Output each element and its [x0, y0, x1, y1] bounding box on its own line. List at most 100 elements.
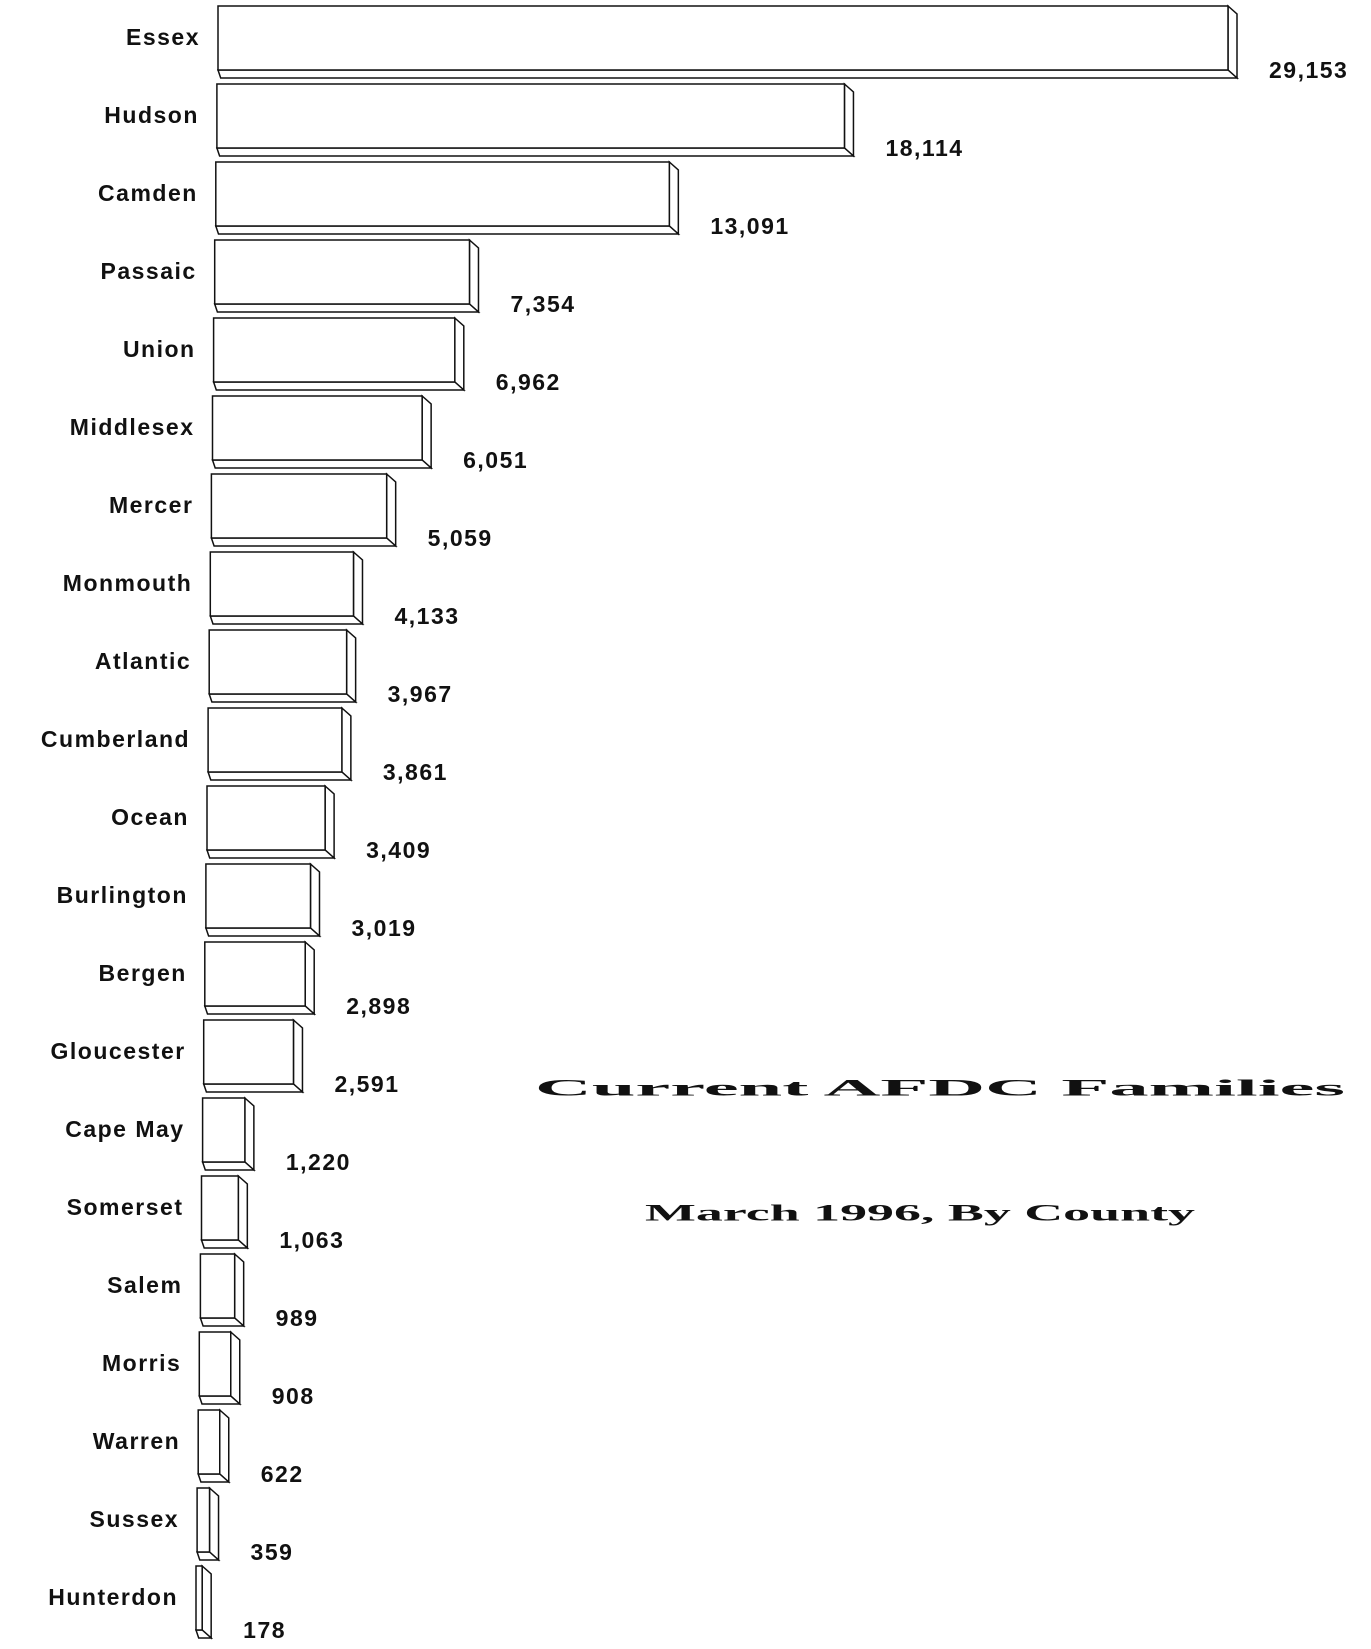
chart-title: Current AFDC Families: [535, 1075, 1345, 1100]
bar: [209, 551, 355, 617]
category-label: Cape May: [65, 1116, 184, 1142]
category-label: Atlantic: [95, 648, 191, 674]
bar-bottom: [204, 927, 322, 937]
value-label: 1,063: [279, 1227, 344, 1253]
category-label: Burlington: [57, 882, 188, 908]
bar-side: [843, 82, 855, 158]
bar-side: [341, 706, 352, 782]
value-label: 7,354: [510, 291, 575, 317]
value-label: 3,967: [388, 681, 453, 707]
bar: [206, 785, 326, 851]
bar-bottom: [207, 771, 353, 781]
bar-bottom: [213, 303, 481, 313]
bar: [198, 1331, 232, 1397]
value-label: 2,591: [334, 1071, 399, 1097]
bar-side: [309, 862, 321, 938]
bar-bottom: [203, 1005, 317, 1015]
bar-bottom: [201, 1161, 256, 1171]
bar: [201, 1097, 246, 1163]
category-label: Warren: [93, 1428, 180, 1454]
category-label: Gloucester: [51, 1038, 186, 1064]
category-label: Morris: [102, 1350, 181, 1376]
bar-bottom: [200, 1239, 250, 1249]
bar-bottom: [211, 459, 434, 469]
bar-bottom: [216, 69, 1239, 79]
bar: [217, 5, 1229, 71]
bar-bottom: [202, 1083, 305, 1093]
bar: [207, 707, 343, 773]
bar: [213, 239, 471, 305]
bar-side: [385, 472, 397, 548]
value-label: 3,019: [351, 915, 416, 941]
value-label: 4,133: [394, 603, 459, 629]
category-label: Bergen: [99, 960, 187, 986]
bar-bottom: [210, 537, 398, 547]
bar-side: [233, 1252, 245, 1328]
category-label: Hudson: [104, 102, 199, 128]
bar-side: [468, 238, 480, 314]
bar: [196, 1487, 211, 1553]
bar-side: [292, 1018, 304, 1094]
value-label: 3,409: [366, 837, 431, 863]
bar-side: [201, 1564, 212, 1640]
value-label: 178: [243, 1617, 286, 1643]
bar-side: [324, 784, 335, 860]
category-label: Cumberland: [41, 726, 190, 752]
value-label: 3,861: [383, 759, 448, 785]
category-label: Salem: [107, 1272, 182, 1298]
category-label: Middlesex: [70, 414, 195, 440]
value-label: 18,114: [885, 135, 963, 161]
chart-subtitle: March 1996, By County: [645, 1200, 1196, 1225]
value-label: 2,898: [346, 993, 411, 1019]
value-label: 6,051: [463, 447, 528, 473]
bar-side: [230, 1330, 241, 1406]
bar: [200, 1175, 240, 1241]
bar: [202, 1019, 295, 1085]
bar-side: [304, 940, 315, 1016]
value-label: 6,962: [496, 369, 561, 395]
value-label: 622: [261, 1461, 304, 1487]
bar: [216, 83, 846, 149]
bar-side: [1227, 4, 1238, 80]
bar-bottom: [205, 849, 337, 859]
bar-side: [345, 628, 357, 704]
category-label: Essex: [126, 24, 200, 50]
bar-side: [421, 394, 432, 470]
category-label: Somerset: [67, 1194, 184, 1220]
category-label: Sussex: [90, 1506, 180, 1532]
bar: [199, 1253, 236, 1319]
category-label: Monmouth: [63, 570, 193, 596]
category-label: Union: [123, 336, 196, 362]
bar-bottom: [215, 147, 856, 157]
category-label: Camden: [98, 180, 198, 206]
bar: [195, 1565, 203, 1631]
value-label: 1,220: [286, 1149, 351, 1175]
bar-bottom: [208, 693, 358, 703]
bar-side: [352, 550, 364, 626]
bar-bottom: [214, 225, 681, 235]
bar-side: [668, 160, 680, 236]
value-label: 989: [276, 1305, 319, 1331]
bar: [208, 629, 348, 695]
bar-side: [244, 1096, 255, 1172]
bar-side: [218, 1408, 230, 1484]
bar-side: [454, 316, 465, 392]
category-label: Ocean: [111, 804, 189, 830]
bar: [204, 941, 306, 1007]
value-label: 13,091: [710, 213, 789, 239]
value-label: 359: [251, 1539, 294, 1565]
bar: [205, 863, 312, 929]
value-label: 908: [272, 1383, 315, 1409]
bar-bottom: [212, 381, 466, 391]
category-label: Mercer: [109, 492, 193, 518]
category-label: Hunterdon: [48, 1584, 178, 1610]
category-label: Passaic: [100, 258, 196, 284]
bar-bottom: [209, 615, 365, 625]
value-label: 5,059: [428, 525, 493, 551]
bar: [211, 395, 423, 461]
bar: [212, 317, 456, 383]
value-label: 29,153: [1269, 57, 1348, 83]
bar-side: [208, 1486, 220, 1562]
bar-side: [237, 1174, 249, 1250]
